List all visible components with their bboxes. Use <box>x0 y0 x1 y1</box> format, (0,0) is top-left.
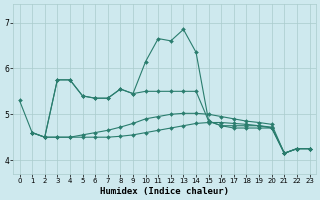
X-axis label: Humidex (Indice chaleur): Humidex (Indice chaleur) <box>100 187 229 196</box>
